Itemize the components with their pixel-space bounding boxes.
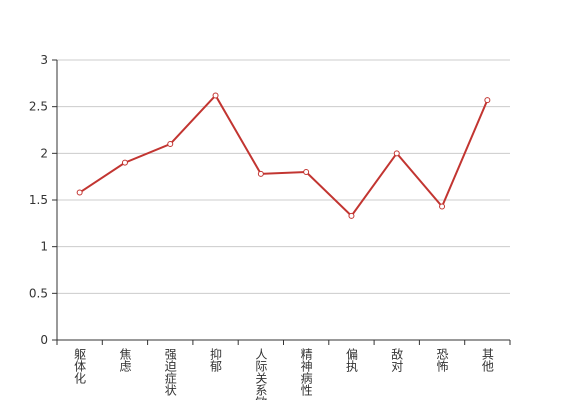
x-tick-label: 其他: [480, 348, 494, 372]
point: [121, 159, 128, 166]
x-tick-label: 躯体化: [73, 347, 87, 385]
y-tick-label: 0: [40, 333, 48, 347]
y-tick-label: 0.5: [29, 286, 48, 300]
y-tick-label: 2.5: [29, 100, 48, 114]
y-tick-label: 1: [40, 240, 48, 254]
point: [167, 141, 174, 147]
point: [76, 189, 83, 196]
y-tick-label: 1.5: [29, 193, 48, 207]
y-tick-label: 3: [40, 53, 48, 67]
y-tick-label: 2: [40, 146, 48, 160]
x-tick-label: 精神病性: [299, 348, 313, 397]
x-tick-label: 敌对: [390, 347, 404, 372]
point: [303, 169, 310, 175]
point: [212, 92, 219, 99]
point: [439, 203, 446, 210]
x-tick-label: 偏执: [344, 347, 358, 373]
point: [257, 170, 264, 177]
point: [348, 212, 355, 219]
x-tick-label: 强迫症状: [163, 348, 177, 396]
line: [79, 93, 489, 218]
x-tick-label: 人际关系敏感: [254, 348, 268, 400]
point: [393, 150, 400, 157]
point: [484, 97, 491, 104]
x-tick-label: 恐怖: [435, 348, 449, 372]
x-tick-label: 焦虑: [118, 348, 132, 372]
x-tick-label: 抑郁: [209, 347, 223, 373]
